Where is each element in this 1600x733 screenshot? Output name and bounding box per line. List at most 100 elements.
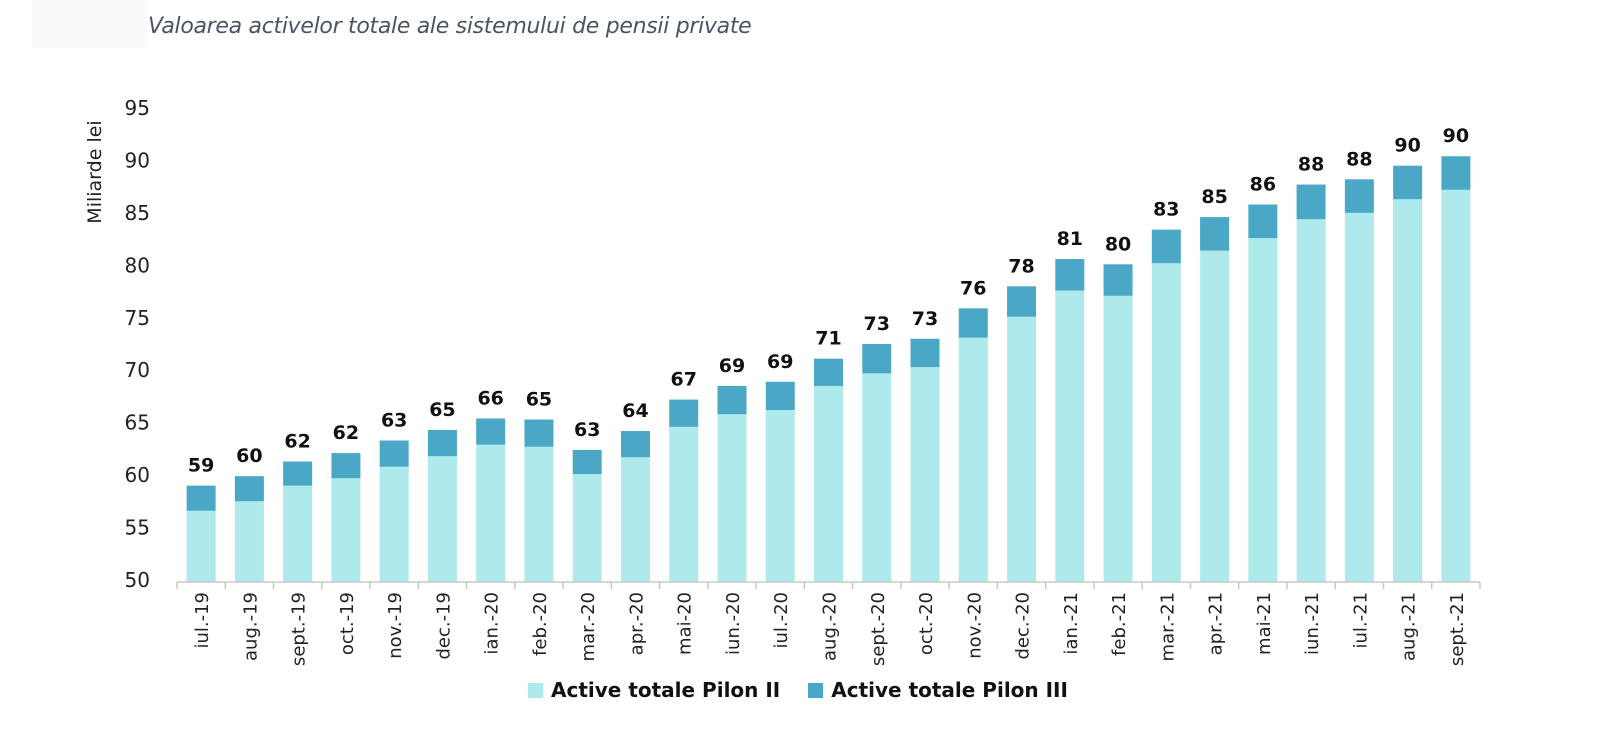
data-label-total: 62 [333,422,359,444]
y-tick-label: 60 [125,463,150,487]
x-tick-label: iul.-21 [1350,592,1371,649]
x-tick-label: oct.-20 [916,592,937,655]
bar-pilon3 [524,419,554,447]
x-tick-label: sept.-19 [289,592,310,666]
y-tick-label: 85 [125,201,150,225]
data-label-total: 78 [1008,255,1034,277]
x-tick-label: iun.-20 [723,592,744,655]
data-label-total: 62 [284,430,310,452]
data-label-total: 67 [670,369,696,391]
x-tick-label: dec.-20 [1013,592,1034,660]
legend-swatch-pilon3 [808,682,824,698]
bar-pilon3 [427,430,457,457]
data-label-total: 90 [1443,125,1469,147]
data-label-total: 69 [767,351,793,373]
legend-swatch-pilon2 [528,682,543,698]
data-label-total: 88 [1298,154,1324,176]
data-label-total: 80 [1105,233,1131,255]
x-tick-label: sept.-20 [868,592,889,666]
data-label-total: 90 [1394,135,1420,157]
bar-pilon2 [1007,316,1037,582]
x-tick-label: nov.-19 [385,592,406,659]
bar-pilon3 [1103,264,1133,296]
x-tick-label: iul.-20 [771,592,792,649]
data-label-total: 59 [188,455,214,477]
bar-pilon3 [186,485,216,511]
legend-label-pilon2: Active totale Pilon II [551,678,781,702]
bar-pilon2 [1055,290,1085,582]
bar-pilon3 [1151,229,1181,264]
x-tick-label: aug.-20 [820,592,841,661]
chart-title: Valoarea activelor totale ale sistemului… [148,14,752,39]
data-label-total: 63 [574,419,600,441]
bar-pilon2 [331,478,361,582]
x-tick-label: feb.-21 [1109,592,1130,656]
x-tick-label: sept.-21 [1447,592,1468,666]
y-tick-label: 90 [125,148,150,172]
legend: Active totale Pilon II Active totale Pil… [528,678,1068,702]
data-label-total: 81 [1057,228,1083,250]
y-tick-label: 65 [125,411,150,435]
bar-pilon3 [1441,156,1471,190]
data-label-total: 69 [719,355,745,377]
bar-pilon3 [476,418,506,445]
x-tick-label: mai-20 [675,592,696,655]
bar-pilon3 [1296,184,1326,220]
bar-pilon3 [1393,165,1423,200]
bar-pilon3 [1055,259,1085,291]
data-label-total: 76 [960,277,986,299]
data-label-total: 85 [1201,186,1227,208]
bar-pilon3 [379,440,409,467]
bar-pilon2 [862,373,892,582]
x-tick-label: aug.-21 [1399,592,1420,661]
y-tick-label: 80 [125,253,150,277]
bar-pilon3 [1200,217,1230,251]
bar-pilon2 [524,446,554,582]
bar-pilon3 [331,453,361,479]
bar-pilon3 [910,338,940,368]
x-tick-label: mar.-20 [578,592,599,661]
bar-pilon2 [910,367,940,582]
bar-pilon2 [814,385,843,582]
data-label-total: 65 [526,389,552,411]
x-tick-label: mar.-21 [1157,592,1178,661]
bar-pilon2 [620,457,650,582]
bar-pilon3 [1007,286,1037,317]
y-tick-label: 55 [125,516,150,540]
x-tick-label: apr.-21 [1206,592,1227,655]
data-label-total: 64 [622,400,648,422]
bar-pilon3 [1248,204,1278,239]
bar-pilon3 [717,385,747,415]
bar-pilon3 [572,449,602,475]
x-tick-label: ian.-21 [1061,592,1082,655]
bar-pilon3 [669,399,699,427]
bars: 59 60 62 62 63 65 66 65 63 64 67 69 69 71 73 73 76 78 81 80… [186,125,1471,582]
y-tick-label: 70 [125,358,150,382]
x-tick-label: apr.-20 [626,592,647,655]
data-label-total: 86 [1250,173,1276,195]
bar-pilon2 [1296,219,1326,582]
x-axis: iul.-19 aug.-19 sept.-19 oct.-19 nov.-19 dec.… [176,581,1481,666]
x-tick-label: feb.-20 [530,592,551,656]
legend-item-pilon2: Active totale Pilon II [528,678,780,702]
y-axis-ticks: 50 55 60 65 70 75 80 85 90 95 [125,96,150,592]
bar-pilon3 [283,461,313,486]
data-label-total: 60 [236,445,262,467]
y-axis-label: Miliarde lei [84,120,106,223]
bar-pilon2 [572,474,602,582]
data-label-total: 88 [1346,148,1372,170]
bar-pilon2 [186,510,216,582]
legend-item-pilon3: Active totale Pilon III [808,678,1068,702]
bar-pilon2 [379,466,409,582]
legend-label-pilon3: Active totale Pilon III [831,678,1068,702]
data-label-total: 63 [381,409,407,431]
x-tick-label: dec.-19 [433,592,454,660]
bar-pilon2 [765,410,795,582]
data-label-total: 71 [815,328,841,350]
title-decor-block [32,0,147,48]
bar-pilon2 [1248,238,1278,582]
bar-pilon3 [765,381,795,411]
bar-pilon2 [1200,250,1230,582]
x-tick-label: iul.-19 [192,592,213,649]
